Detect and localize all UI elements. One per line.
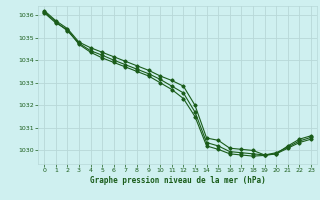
X-axis label: Graphe pression niveau de la mer (hPa): Graphe pression niveau de la mer (hPa) bbox=[90, 176, 266, 185]
